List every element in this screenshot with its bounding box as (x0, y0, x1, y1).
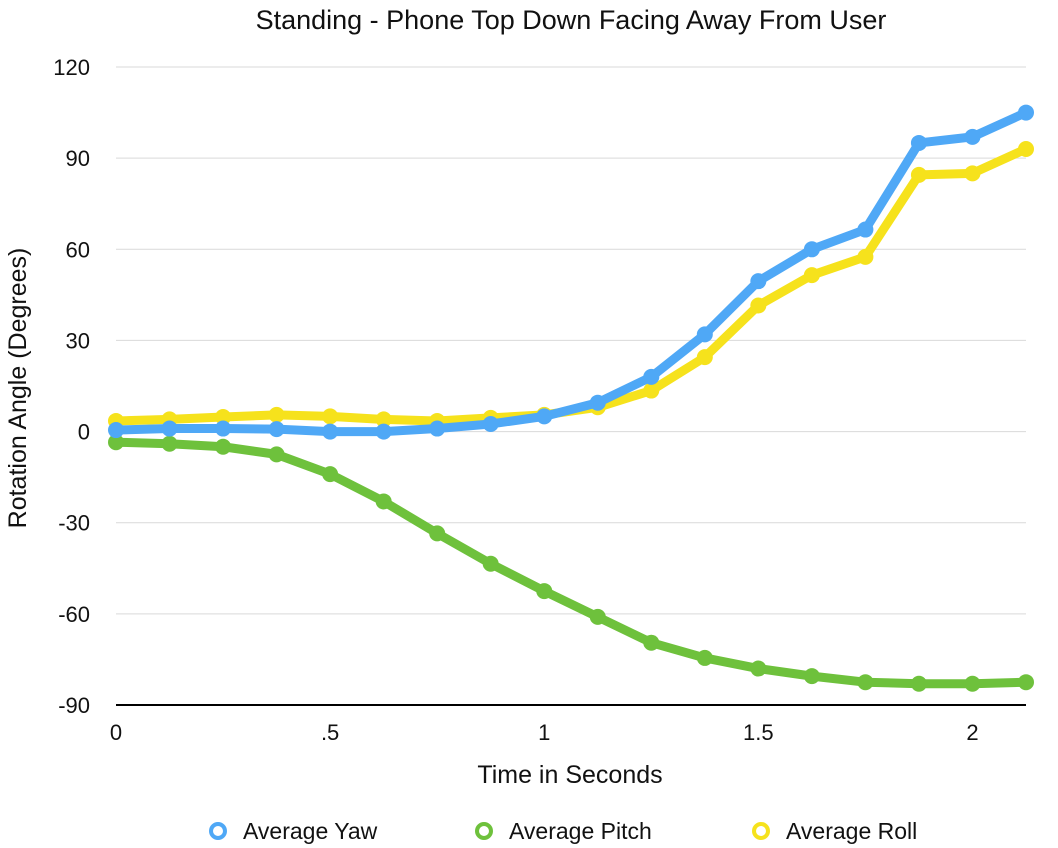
y-tick-label: 0 (78, 420, 90, 445)
data-point-average-pitch (322, 466, 339, 483)
data-point-average-pitch (964, 675, 981, 692)
data-point-average-yaw (750, 273, 767, 290)
data-point-average-pitch (161, 435, 178, 452)
data-point-average-yaw (322, 423, 339, 440)
data-point-average-pitch (429, 525, 446, 542)
x-tick-label: 1.5 (743, 720, 774, 745)
x-tick-label: 1 (538, 720, 550, 745)
data-point-average-yaw (482, 415, 499, 432)
data-point-average-yaw (268, 421, 285, 438)
series-average-yaw (108, 104, 1034, 440)
data-point-average-pitch (589, 608, 606, 625)
legend-label-average-yaw: Average Yaw (243, 818, 378, 844)
series-line-average-yaw (111, 108, 1031, 437)
data-point-average-pitch (857, 674, 874, 691)
data-point-average-yaw (696, 326, 713, 343)
data-point-average-roll (857, 248, 874, 265)
y-axis-ticks: -90 -60 -30 0 30 60 90 120 (53, 55, 90, 718)
data-point-average-pitch (268, 446, 285, 463)
legend-label-average-pitch: Average Pitch (509, 818, 652, 844)
legend-marker-average-yaw (209, 822, 227, 840)
data-point-average-roll (215, 408, 232, 425)
data-point-average-pitch (482, 555, 499, 572)
data-point-average-roll (375, 411, 392, 428)
data-point-average-yaw (108, 422, 124, 439)
data-point-average-roll (643, 382, 660, 399)
y-axis-label: Rotation Angle (Degrees) (4, 248, 32, 529)
data-point-average-yaw (643, 368, 660, 385)
data-point-average-roll (803, 267, 820, 284)
legend-item-average-yaw: Average Yaw (209, 818, 378, 844)
series-line-average-pitch (111, 437, 1031, 689)
data-point-average-roll (750, 297, 767, 314)
series-group (108, 104, 1034, 692)
data-point-average-pitch (643, 634, 660, 651)
data-point-average-yaw (375, 423, 392, 440)
data-point-average-yaw (589, 394, 606, 411)
x-tick-label: 0 (110, 720, 122, 745)
chart-title: Standing - Phone Top Down Facing Away Fr… (256, 5, 887, 35)
data-point-average-yaw (536, 408, 553, 425)
data-point-average-pitch (696, 649, 713, 666)
x-tick-label: .5 (321, 720, 339, 745)
data-point-average-roll (696, 349, 713, 366)
gridlines (116, 66, 1026, 615)
data-point-average-yaw (429, 420, 446, 437)
x-axis-label: Time in Seconds (477, 761, 662, 789)
data-point-average-pitch (1018, 674, 1034, 691)
data-point-average-yaw (803, 241, 820, 258)
data-point-average-pitch (910, 675, 927, 692)
y-tick-label: 120 (53, 55, 90, 80)
data-point-average-roll (268, 406, 285, 423)
legend-marker-average-roll (752, 822, 770, 840)
data-point-average-yaw (910, 134, 927, 151)
data-point-average-roll (322, 408, 339, 425)
x-axis-ticks: 0 .5 1 1.5 2 (110, 720, 979, 745)
data-point-average-pitch (108, 434, 124, 451)
data-point-average-yaw (161, 420, 178, 437)
legend-item-average-roll: Average Roll (752, 818, 917, 844)
legend-marker-average-pitch (475, 822, 493, 840)
data-point-average-pitch (375, 493, 392, 510)
legend-label-average-roll: Average Roll (786, 818, 917, 844)
legend: Average Yaw Average Pitch Average Roll (209, 818, 917, 844)
data-point-average-roll (964, 165, 981, 182)
series-average-pitch (108, 434, 1034, 692)
data-point-average-pitch (536, 583, 553, 600)
data-point-average-yaw (1018, 104, 1034, 121)
y-tick-label: -90 (58, 693, 90, 718)
data-point-average-yaw (857, 221, 874, 238)
data-point-average-pitch (750, 660, 767, 677)
legend-item-average-pitch: Average Pitch (475, 818, 652, 844)
y-tick-label: 60 (66, 237, 90, 262)
data-point-average-pitch (803, 668, 820, 685)
y-tick-label: -60 (58, 602, 90, 627)
x-tick-label: 2 (966, 720, 978, 745)
data-point-average-roll (1018, 141, 1034, 158)
y-tick-label: -30 (58, 511, 90, 536)
data-point-average-yaw (215, 420, 232, 437)
y-tick-label: 90 (66, 146, 90, 171)
data-point-average-roll (910, 166, 927, 183)
data-point-average-pitch (215, 438, 232, 455)
data-point-average-yaw (964, 128, 981, 145)
y-tick-label: 30 (66, 328, 90, 353)
